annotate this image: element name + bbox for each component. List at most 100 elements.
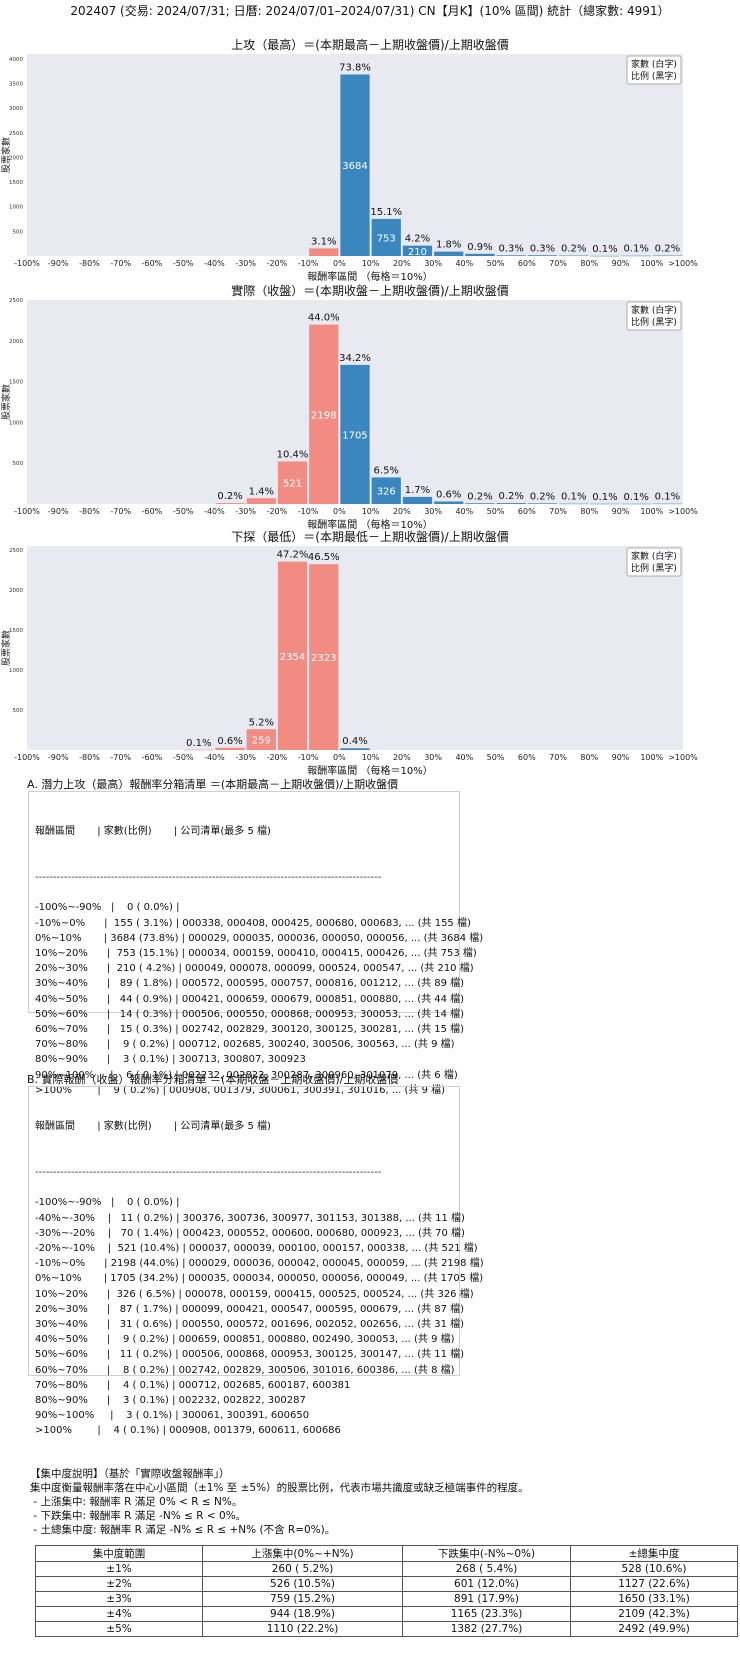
concentration-title: 【集中度說明】（基於「實際收盤報酬率」）: [30, 1468, 230, 1480]
chart-title: 下探（最低）＝(本期最低－上期收盤價)/上期收盤價: [231, 530, 508, 544]
bar-pct-label: 4.2%: [405, 234, 430, 245]
list-a-box: 報酬區間 | 家數(比例) | 公司清單(最多 5 檔) -----------…: [28, 791, 484, 1096]
y-tick-label: 500: [13, 461, 24, 467]
x-tick-label: >100%: [668, 753, 698, 762]
chart-legend: 家數 (白字)比例 (黑字): [626, 301, 682, 331]
x-tick-label: 80%: [580, 753, 598, 762]
bar: [246, 498, 276, 504]
bar-pct-label: 1.4%: [249, 486, 274, 497]
legend-entry: 家數 (白字): [631, 304, 677, 316]
bar: [652, 503, 682, 505]
x-tick-label: -20%: [267, 507, 288, 516]
y-tick-label: 2000: [9, 155, 23, 161]
bar: [402, 496, 433, 504]
x-tick-label: 70%: [549, 753, 567, 762]
x-tick-label: -30%: [235, 753, 256, 762]
x-tick-label: 90%: [612, 753, 630, 762]
concentration-table: 集中度範圍 上漲集中(0%~+N%) 下跌集中(-N%~0%) ±總集中度 ±1…: [35, 1545, 738, 1637]
bar-pct-label: 0.1%: [561, 492, 586, 503]
x-tick-label: -60%: [142, 259, 163, 268]
bar: [309, 248, 339, 256]
x-tick-label: 0%: [333, 507, 346, 516]
x-tick-label: 70%: [549, 507, 567, 516]
list-row: 80%~90% | 3 ( 0.1%) | 300713, 300807, 30…: [35, 1054, 306, 1066]
bar: [559, 503, 589, 505]
x-tick-label: 90%: [612, 259, 630, 268]
table-cell: 526 (10.5%): [202, 1576, 403, 1592]
column-header: 集中度範圍: [35, 1545, 203, 1562]
bar-pct-label: 1.8%: [436, 240, 461, 251]
x-tick-label: -100%: [14, 753, 40, 762]
legend-entry: 家數 (白字): [631, 58, 677, 70]
legend-entry: 家數 (白字): [631, 550, 677, 562]
bar: [621, 503, 651, 505]
x-tick-label: 80%: [580, 259, 598, 268]
table-cell: ±5%: [35, 1621, 203, 1637]
x-tick-label: -50%: [173, 259, 194, 268]
bar-pct-label: 0.1%: [655, 492, 680, 503]
bar-pct-label: 0.2%: [217, 491, 242, 502]
list-row: 90%~100% | 3 ( 0.1%) | 300061, 300391, 6…: [35, 1410, 310, 1422]
table-cell: 528 (10.6%): [570, 1561, 738, 1577]
x-tick-label: -60%: [142, 753, 163, 762]
bar: [340, 748, 370, 750]
list-row: 60%~70% | 15 ( 0.3%) | 002742, 002829, 3…: [35, 1024, 465, 1036]
x-tick-label: 30%: [424, 259, 442, 268]
list-row: -20%~-10% | 521 (10.4%) | 000037, 000039…: [35, 1243, 478, 1255]
x-tick-label: -40%: [204, 507, 225, 516]
x-tick-label: 10%: [362, 753, 380, 762]
list-row: -40%~-30% | 11 ( 0.2%) | 300376, 300736,…: [35, 1212, 465, 1224]
chart-downside-low: 下探（最低）＝(本期最低－上期收盤價)/上期收盤價 500 1000 1500 2000…: [0, 528, 740, 780]
chart-upside-high-svg: 上攻（最高）＝(本期最高－上期收盤價)/上期收盤價 500 1000 1500 2000…: [0, 37, 698, 283]
table-cell: 1165 (23.3%): [402, 1606, 571, 1622]
list-row: 80%~90% | 3 ( 0.1%) | 002232, 002822, 30…: [35, 1395, 306, 1407]
bar: [184, 749, 214, 751]
bar-pct-label: 0.2%: [530, 491, 555, 502]
y-tick-label: 3500: [9, 82, 23, 88]
concentration-line: 集中度衡量報酬率落在中心小區間（±1% 至 ±5%）的股票比例，代表市場共識度或…: [30, 1482, 529, 1494]
x-tick-label: -60%: [142, 507, 163, 516]
list-row: 30%~40% | 31 ( 0.6%) | 000550, 000572, 0…: [35, 1319, 465, 1331]
bar-count-label: 2323: [311, 653, 336, 664]
x-tick-label: -90%: [48, 753, 69, 762]
y-tick-label: 1500: [9, 628, 23, 634]
bar-pct-label: 0.3%: [498, 243, 523, 254]
list-a-title: A. 潛力上攻（最高）報酬率分箱清單 ＝(本期最高－上期收盤價)/上期收盤價: [27, 778, 399, 791]
x-tick-label: 100%: [640, 507, 663, 516]
bar-count-label: 2198: [311, 410, 336, 421]
y-tick-label: 1500: [9, 180, 23, 186]
x-tick-label: 60%: [518, 259, 536, 268]
table-cell: 2109 (42.3%): [570, 1606, 738, 1622]
bar: [246, 729, 276, 750]
bar: [277, 461, 308, 504]
column-header: 上漲集中(0%~+N%): [202, 1545, 403, 1562]
bar-pct-label: 0.2%: [561, 244, 586, 255]
x-tick-label: 20%: [393, 507, 411, 516]
x-axis-label: 報酬率區間 （每格＝10%）: [307, 518, 432, 531]
x-tick-label: 50%: [487, 753, 505, 762]
bar: [434, 251, 464, 256]
y-tick-label: 3000: [9, 106, 23, 112]
y-tick-label: 2000: [9, 339, 23, 345]
list-b-separator: ----------------------------------------…: [35, 1167, 382, 1179]
x-tick-label: 40%: [455, 259, 473, 268]
chart-upside-high: 上攻（最高）＝(本期最高－上期收盤價)/上期收盤價 500 1000 1500 2000…: [0, 36, 740, 286]
bar-pct-label: 3.1%: [311, 236, 336, 247]
y-tick-label: 1000: [9, 205, 23, 211]
bar-pct-label: 47.2%: [277, 550, 309, 561]
table-cell: ±4%: [35, 1606, 203, 1622]
table-row: ±4% 944 (18.9%) 1165 (23.3%) 2109 (42.3%…: [35, 1606, 738, 1622]
x-tick-label: -100%: [14, 507, 40, 516]
x-tick-label: >100%: [668, 507, 698, 516]
bar-pct-label: 0.2%: [467, 491, 492, 502]
concentration-notes: 【集中度說明】（基於「實際收盤報酬率」） 集中度衡量報酬率落在中心小區間（±1%…: [30, 1467, 720, 1537]
y-tick-label: 1500: [9, 380, 23, 386]
x-tick-label: 50%: [487, 507, 505, 516]
list-row: 30%~40% | 89 ( 1.8%) | 000572, 000595, 0…: [35, 978, 465, 990]
list-row: 0%~10% | 3684 (73.8%) | 000029, 000035, …: [35, 932, 484, 944]
x-tick-label: 50%: [487, 259, 505, 268]
table-cell: 601 (12.0%): [402, 1576, 571, 1592]
y-axis-label: 股票家數: [0, 137, 12, 173]
list-row: 50%~60% | 11 ( 0.2%) | 000506, 000868, 0…: [35, 1349, 465, 1361]
x-tick-label: 100%: [640, 753, 663, 762]
